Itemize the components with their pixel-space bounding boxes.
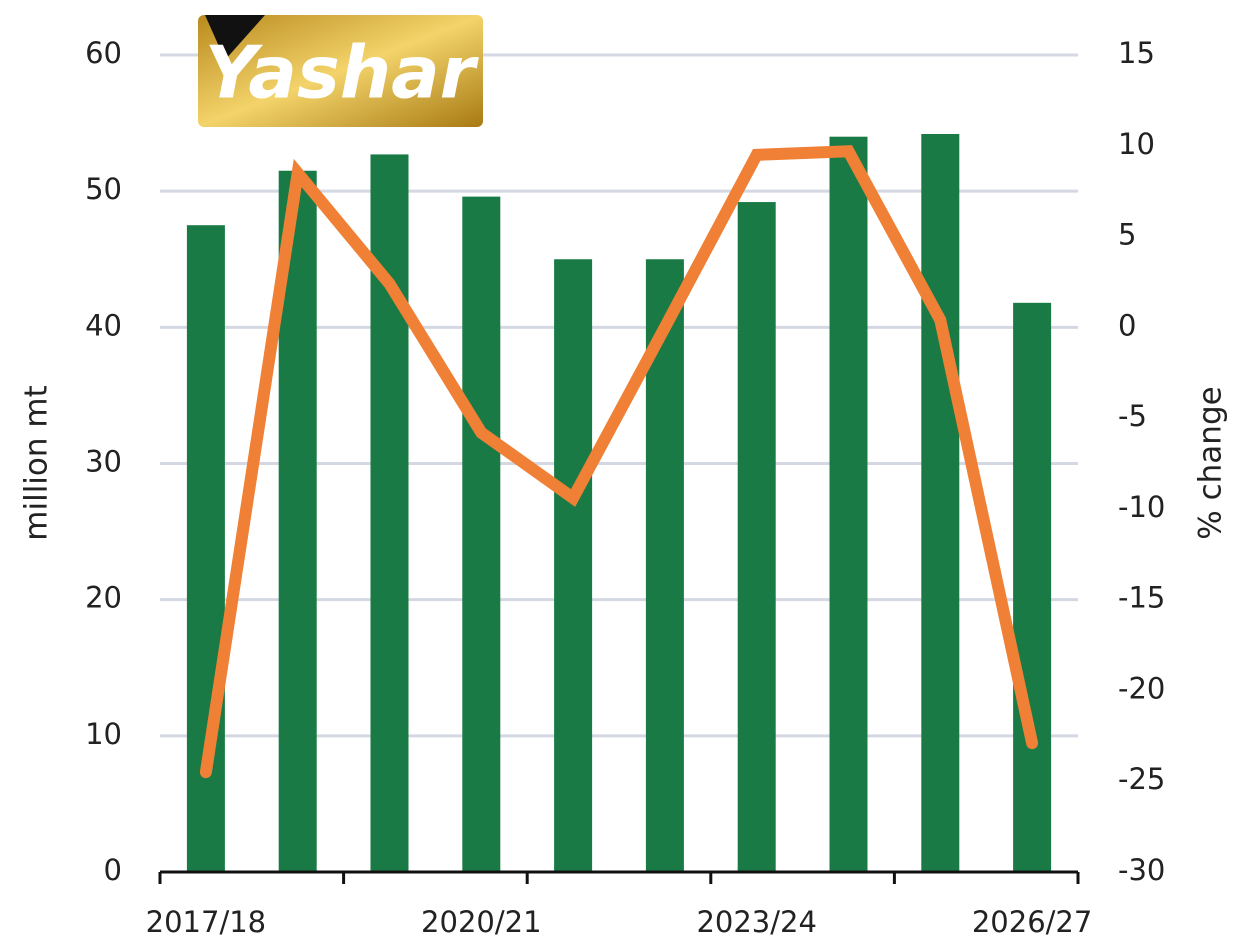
y-tick-label: 50 bbox=[85, 172, 122, 206]
y2-tick-label: 10 bbox=[1118, 127, 1155, 161]
x-tick-label: 2023/24 bbox=[696, 905, 816, 939]
logo-triangle bbox=[205, 15, 265, 60]
y2-tick-label: -30 bbox=[1118, 853, 1165, 887]
logo-box bbox=[198, 15, 483, 127]
x-tick-label: 2020/21 bbox=[421, 905, 541, 939]
line bbox=[199, 145, 1039, 779]
logo: Yashar bbox=[198, 15, 483, 127]
y-tick-label: 60 bbox=[85, 36, 122, 70]
y2-tick-label: -10 bbox=[1118, 490, 1165, 524]
y-tick-label: 20 bbox=[85, 581, 122, 615]
plot-area: 0 10 20 30 40 50 60 -30 -25 -20 -15 -10 -5 0 5 10 15 2017… bbox=[85, 36, 1165, 939]
bar bbox=[554, 259, 593, 872]
y2-axis-label: % change bbox=[1193, 386, 1229, 539]
y2-tick-label: 0 bbox=[1118, 308, 1136, 342]
logo-text: Yashar bbox=[205, 31, 480, 115]
x-tick-label: 2017/18 bbox=[146, 905, 266, 939]
x-tick-label: 2026/27 bbox=[972, 905, 1092, 939]
y2-tick-label: -20 bbox=[1118, 671, 1165, 705]
bar bbox=[462, 196, 501, 872]
y2-tick-label: -15 bbox=[1118, 581, 1165, 615]
bar bbox=[737, 202, 776, 872]
y-tick-label: 0 bbox=[104, 853, 122, 887]
y-axis-label: million mt bbox=[19, 385, 55, 540]
y2-tick-label: 15 bbox=[1118, 36, 1155, 70]
bar bbox=[829, 136, 868, 872]
y-tick-label: 30 bbox=[85, 445, 122, 479]
y-tick-label: 40 bbox=[85, 308, 122, 342]
y-tick-label: 10 bbox=[85, 717, 122, 751]
y2-tick-label: 5 bbox=[1118, 218, 1136, 252]
y2-tick-label: -25 bbox=[1118, 762, 1165, 796]
bar bbox=[1013, 302, 1052, 872]
y2-tick-label: -5 bbox=[1118, 399, 1147, 433]
bar bbox=[921, 133, 960, 872]
